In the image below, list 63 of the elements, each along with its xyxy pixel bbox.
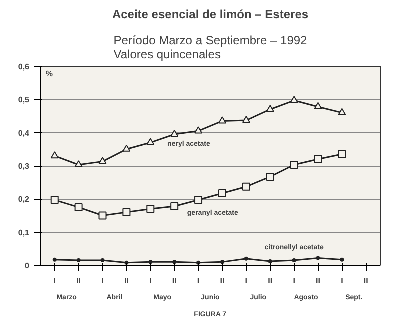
x-tick-label: I <box>102 276 104 286</box>
x-tick-label: I <box>341 276 344 286</box>
point <box>268 260 272 264</box>
point <box>194 196 203 204</box>
point <box>314 155 322 164</box>
point <box>50 196 59 204</box>
point <box>290 96 298 104</box>
point <box>170 130 179 138</box>
y-tick-label: 0 <box>25 262 30 270</box>
x-tick-label: I <box>150 276 152 286</box>
point <box>314 102 322 110</box>
point <box>194 126 203 134</box>
point <box>74 203 83 212</box>
x-tick-label: II <box>364 276 368 286</box>
point <box>170 202 179 210</box>
y-tick-label: 0,6 <box>18 62 30 72</box>
point <box>244 256 248 261</box>
y-tick-label: 0,1 <box>18 228 30 238</box>
point <box>98 157 107 164</box>
point <box>266 172 274 181</box>
y-tick-label: 0,3 <box>18 162 30 171</box>
point <box>122 144 131 152</box>
point <box>172 260 177 264</box>
x-tick-label: II <box>268 276 273 286</box>
point <box>124 260 129 265</box>
x-tick-label: II <box>220 276 225 286</box>
y-axis-title: % <box>46 70 54 78</box>
point <box>242 182 250 191</box>
chart-subtitle: Período Marzo a Septiembre – 1992 Valores quincenales <box>114 34 308 62</box>
point <box>52 258 57 262</box>
point <box>316 256 320 260</box>
point <box>218 190 226 198</box>
point <box>148 260 153 264</box>
point <box>290 161 298 170</box>
x-tick-label: II <box>172 276 177 286</box>
y-tick-label: 0,4 <box>18 128 30 138</box>
point <box>340 258 344 262</box>
point <box>292 258 296 263</box>
x-tick-label: II <box>124 276 129 286</box>
point <box>74 160 83 168</box>
point <box>338 108 346 116</box>
point <box>338 150 346 158</box>
x-tick-label: I <box>54 276 56 286</box>
point <box>98 212 107 220</box>
point <box>50 152 59 159</box>
point <box>122 208 131 216</box>
chart-title: Aceite esencial de limón – Esteres <box>112 8 309 22</box>
point <box>218 116 226 124</box>
x-tick-label: I <box>245 276 248 286</box>
x-tick-label: II <box>76 276 82 286</box>
point <box>266 105 274 112</box>
point <box>196 260 201 265</box>
point <box>220 260 224 264</box>
y-tick-label: 0,2 <box>18 195 30 204</box>
point <box>76 258 81 263</box>
x-tick-label: I <box>293 276 296 286</box>
x-tick-label: II <box>316 276 320 286</box>
point <box>242 116 250 124</box>
point <box>100 258 105 263</box>
y-tick-label: 0,5 <box>18 96 30 105</box>
point <box>146 205 155 214</box>
point <box>146 138 155 146</box>
x-tick-label: I <box>197 276 200 286</box>
